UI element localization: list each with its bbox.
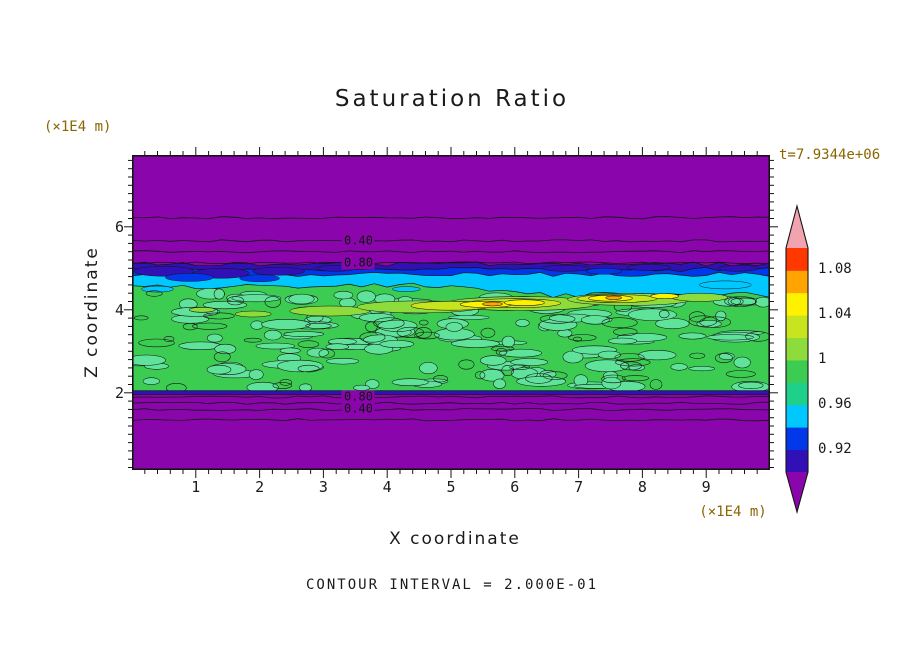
colorbar-outline xyxy=(785,203,809,515)
x-tick-label: 5 xyxy=(446,478,456,496)
x-tick-label: 2 xyxy=(255,478,265,496)
contour-line-label: 0.40 xyxy=(342,233,375,248)
contour-interval-note: CONTOUR INTERVAL = 2.000E-01 xyxy=(305,577,599,593)
x-axis-units-label: (×1E4 m) xyxy=(699,504,767,520)
colorbar-tick-label: 0.92 xyxy=(818,440,852,457)
plot-root xyxy=(124,147,778,478)
axis-ticks xyxy=(124,147,778,478)
z-axis-units-label: (×1E4 m) xyxy=(44,119,112,135)
colorbar-tick-label: 1.04 xyxy=(818,306,852,323)
colorbar-tick-label: 1.08 xyxy=(818,261,852,278)
chart-title: Saturation Ratio xyxy=(334,86,570,112)
plot-frame xyxy=(132,155,771,470)
contour-line-label: 0.80 xyxy=(342,255,375,270)
colorbar xyxy=(785,203,809,515)
z-tick-label: 2 xyxy=(114,383,124,402)
x-axis-title: X coordinate xyxy=(389,529,521,549)
x-tick-label: 9 xyxy=(701,478,711,496)
x-tick-label: 3 xyxy=(318,478,328,496)
x-tick-label: 1 xyxy=(191,478,201,496)
colorbar-tick-label: 0.96 xyxy=(818,395,852,412)
time-label: t=7.9344e+06 xyxy=(779,147,881,163)
x-tick-label: 7 xyxy=(574,478,584,496)
colorbar-tick-label: 1 xyxy=(818,351,827,367)
x-tick-label: 4 xyxy=(382,478,392,496)
x-tick-label: 8 xyxy=(637,478,647,496)
contour-field xyxy=(132,155,770,470)
z-tick-label: 4 xyxy=(114,300,124,319)
contour-line-label: 0.40 xyxy=(342,401,375,416)
contour-line-label: 0.80 xyxy=(342,389,375,404)
z-tick-label: 6 xyxy=(114,217,124,236)
x-tick-label: 6 xyxy=(510,478,520,496)
contour-plot-area xyxy=(124,147,778,478)
